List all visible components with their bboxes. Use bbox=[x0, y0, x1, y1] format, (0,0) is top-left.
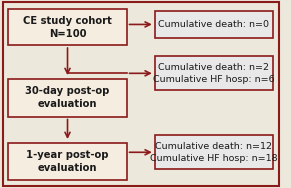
Bar bbox=[155, 135, 273, 169]
Text: 30-day post-op
evaluation: 30-day post-op evaluation bbox=[25, 86, 110, 109]
Bar bbox=[155, 11, 273, 38]
Text: Cumulative death: n=12
Cumulative HF hosp: n=18: Cumulative death: n=12 Cumulative HF hos… bbox=[150, 142, 278, 163]
Bar bbox=[8, 9, 127, 45]
Bar bbox=[155, 56, 273, 90]
Bar bbox=[8, 79, 127, 117]
Text: Cumulative death: n=2
Cumulative HF hosp: n=6: Cumulative death: n=2 Cumulative HF hosp… bbox=[153, 63, 275, 84]
Bar bbox=[8, 143, 127, 180]
Text: CE study cohort
N=100: CE study cohort N=100 bbox=[23, 16, 112, 39]
Text: Cumulative death: n=0: Cumulative death: n=0 bbox=[158, 20, 269, 29]
Text: 1-year post-op
evaluation: 1-year post-op evaluation bbox=[26, 150, 109, 173]
